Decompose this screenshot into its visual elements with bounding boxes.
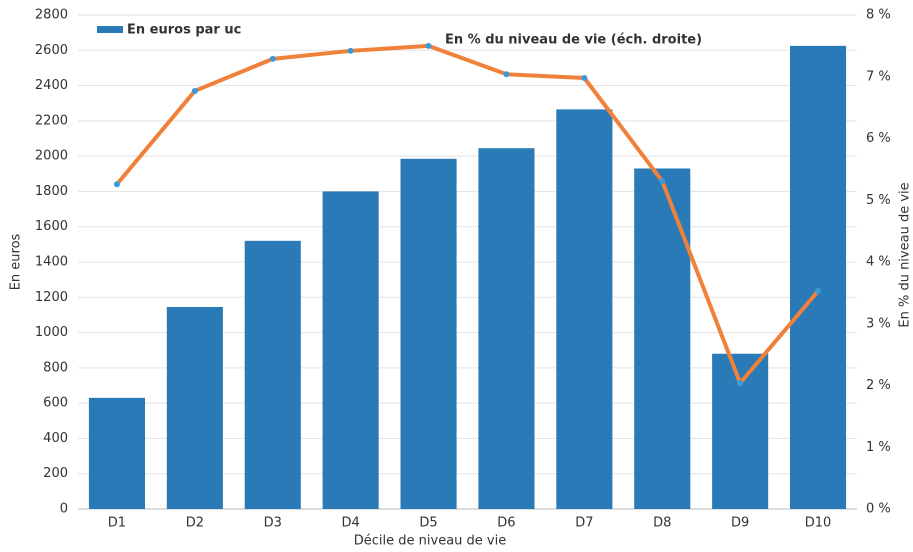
line-marker	[269, 55, 276, 62]
legend-label: En euros par uc	[127, 23, 241, 38]
y-tick-label: 1600	[35, 219, 68, 234]
line-marker	[191, 87, 198, 94]
bar	[166, 306, 223, 509]
y-tick-label: 2600	[35, 43, 68, 58]
y-tick-label: 800	[43, 360, 68, 375]
y2-tick-label: 8 %	[866, 8, 891, 23]
line-marker	[737, 380, 744, 387]
y2-tick-label: 7 %	[866, 69, 891, 84]
y-tick-label: 1400	[35, 255, 68, 270]
x-tick-label: D7	[575, 516, 593, 531]
y2-tick-label: 1 %	[866, 440, 891, 455]
line-marker	[581, 74, 588, 81]
y2-tick-label: 6 %	[866, 131, 891, 146]
y-tick-label: 1200	[35, 290, 68, 305]
y2-tick-label: 3 %	[866, 316, 891, 331]
line	[115, 43, 820, 386]
bar	[556, 109, 613, 509]
y-axis-label: En euros	[9, 233, 24, 290]
y2-tick-label: 4 %	[866, 255, 891, 270]
y-tick-label: 1000	[35, 325, 68, 340]
x-tick-label: D5	[419, 516, 437, 531]
y-tick-label: 400	[43, 431, 68, 446]
line-marker	[113, 181, 120, 188]
bar	[244, 240, 301, 510]
bar	[790, 45, 847, 509]
line-marker	[425, 42, 432, 49]
line-marker	[347, 47, 354, 54]
legend-label: En % du niveau de vie (éch. droite)	[445, 33, 702, 48]
x-tick-label: D2	[186, 516, 204, 531]
x-tick-label: D3	[264, 516, 282, 531]
x-axis-label: Décile de niveau de vie	[354, 534, 506, 549]
y-tick-label: 2400	[35, 78, 68, 93]
y-tick-label: 2200	[35, 113, 68, 128]
x-tick-label: D8	[653, 516, 671, 531]
y-tick-label: 600	[43, 396, 68, 411]
y2-tick-label: 2 %	[866, 378, 891, 393]
x-tick-label: D1	[108, 516, 126, 531]
y2-tick-label: 5 %	[866, 193, 891, 208]
y2-axis-label: En % du niveau de vie	[898, 182, 913, 327]
y-tick-label: 2800	[35, 8, 68, 23]
y-tick-label: 200	[43, 466, 68, 481]
x-tick-label: D4	[342, 516, 360, 531]
legend-swatch	[97, 26, 123, 33]
line-marker	[503, 71, 510, 78]
line-marker	[659, 178, 666, 185]
y-tick-label: 1800	[35, 184, 68, 199]
bar	[88, 397, 145, 509]
y-tick-label: 0	[60, 502, 68, 517]
bar	[322, 191, 379, 509]
x-tick-label: D9	[731, 516, 749, 531]
y-tick-label: 2000	[35, 149, 68, 164]
line-marker	[815, 288, 822, 295]
bar	[400, 158, 457, 509]
bar	[478, 148, 535, 510]
x-tick-label: D10	[805, 516, 832, 531]
bar	[634, 168, 691, 509]
bar	[712, 353, 769, 509]
x-tick-label: D6	[497, 516, 515, 531]
y2-tick-label: 0 %	[866, 502, 891, 517]
